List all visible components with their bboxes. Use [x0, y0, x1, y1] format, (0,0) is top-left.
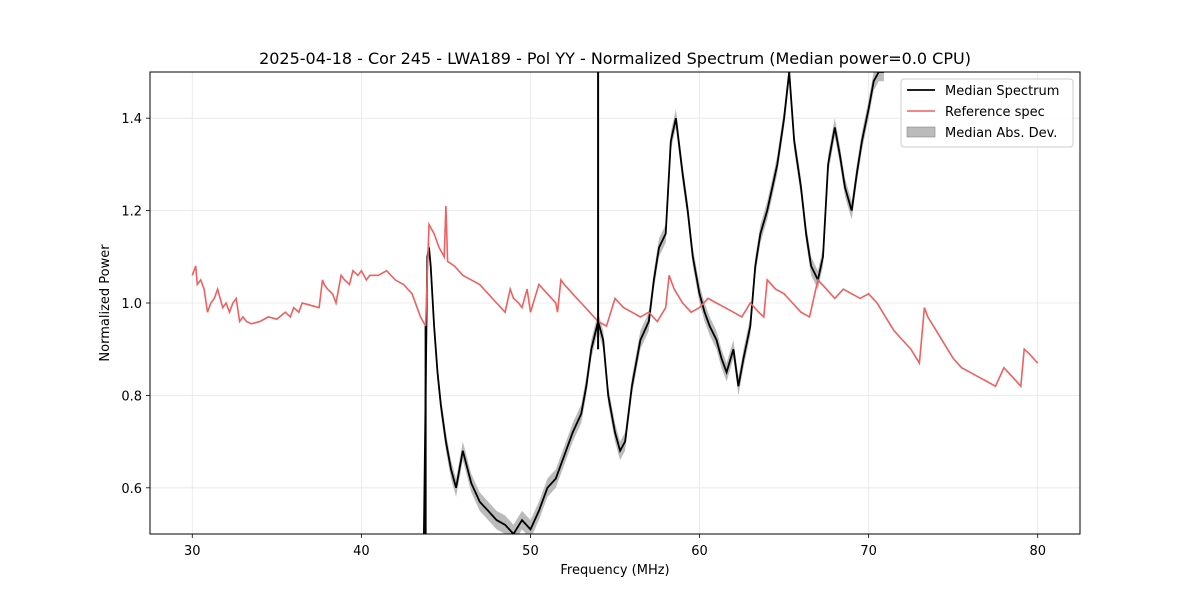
reference-spec-line: [191, 205, 1039, 389]
y-axis-label: Normalized Power: [98, 244, 113, 362]
median-spectrum-line: [423, 72, 884, 534]
y-tick-label: 1.4: [121, 112, 142, 127]
x-tick-label: 70: [860, 544, 877, 559]
x-tick-label: 60: [691, 544, 708, 559]
y-tick-label: 1.0: [121, 297, 142, 312]
legend: Median Spectrum Reference spec Median Ab…: [900, 78, 1074, 148]
x-tick-label: 40: [353, 544, 370, 559]
legend-frame: [900, 78, 1074, 148]
y-tick-label: 0.8: [121, 389, 142, 404]
x-tick-label: 30: [184, 544, 201, 559]
x-tick-label: 80: [1029, 544, 1046, 559]
spike-layer: [424, 72, 600, 534]
grid-layer: [150, 72, 1080, 534]
x-axis-label: Frequency (MHz): [560, 563, 669, 578]
y-tick-label: 1.2: [121, 205, 142, 220]
y-tick-label: 0.6: [121, 482, 142, 497]
legend-median-label: Median Spectrum: [945, 84, 1059, 99]
tick-layer: 30 40 50 60 70 80 0.6 0.8 1.0 1.2 1.4: [121, 112, 1046, 559]
legend-reference-label: Reference spec: [945, 105, 1045, 120]
chart-title: 2025-04-18 - Cor 245 - LWA189 - Pol YY -…: [259, 49, 971, 68]
legend-mad-label: Median Abs. Dev.: [945, 126, 1057, 141]
legend-mad-swatch: [906, 126, 936, 138]
x-tick-label: 50: [522, 544, 539, 559]
